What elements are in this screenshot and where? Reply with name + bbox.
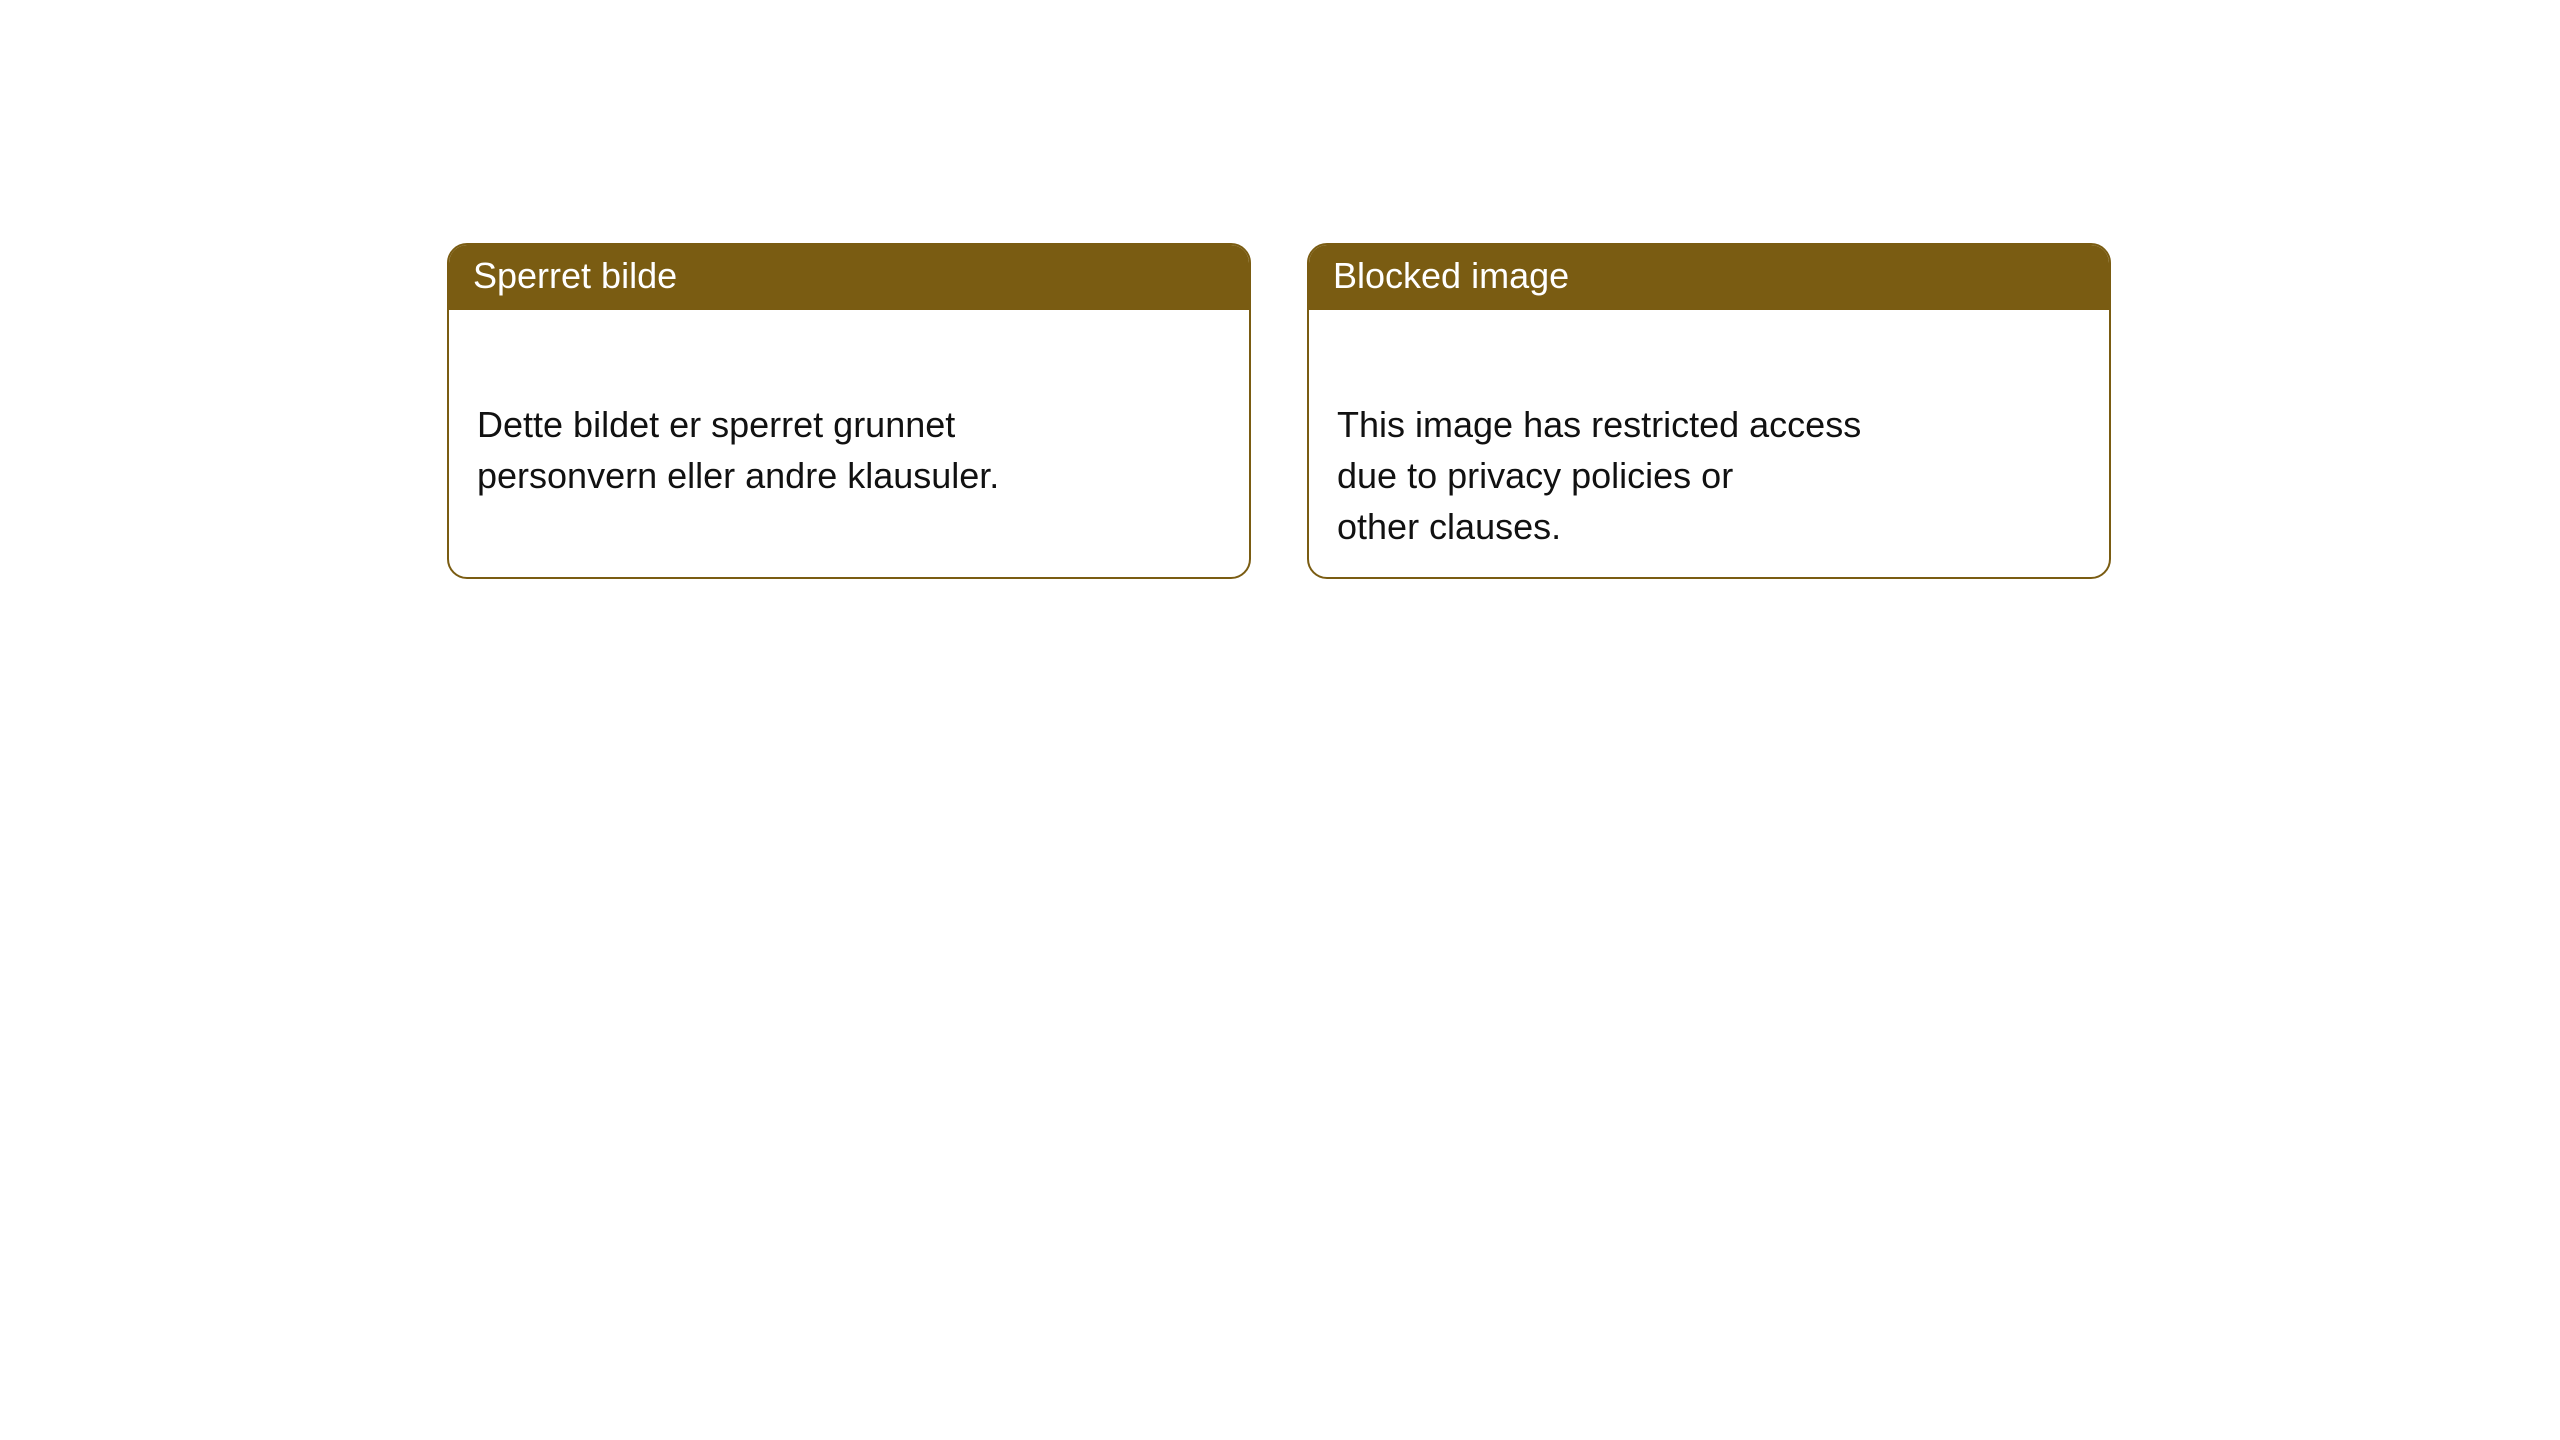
card-body-text: This image has restricted access due to … xyxy=(1337,404,1861,547)
card-title: Sperret bilde xyxy=(473,255,677,296)
card-header: Blocked image xyxy=(1309,245,2109,310)
card-body: Dette bildet er sperret grunnet personve… xyxy=(449,310,1249,539)
blocked-image-card-no: Sperret bilde Dette bildet er sperret gr… xyxy=(447,243,1251,579)
card-header: Sperret bilde xyxy=(449,245,1249,310)
card-body-text: Dette bildet er sperret grunnet personve… xyxy=(477,404,999,496)
card-title: Blocked image xyxy=(1333,255,1569,296)
card-body: This image has restricted access due to … xyxy=(1309,310,2109,579)
blocked-image-card-en: Blocked image This image has restricted … xyxy=(1307,243,2111,579)
cards-container: Sperret bilde Dette bildet er sperret gr… xyxy=(0,0,2560,579)
